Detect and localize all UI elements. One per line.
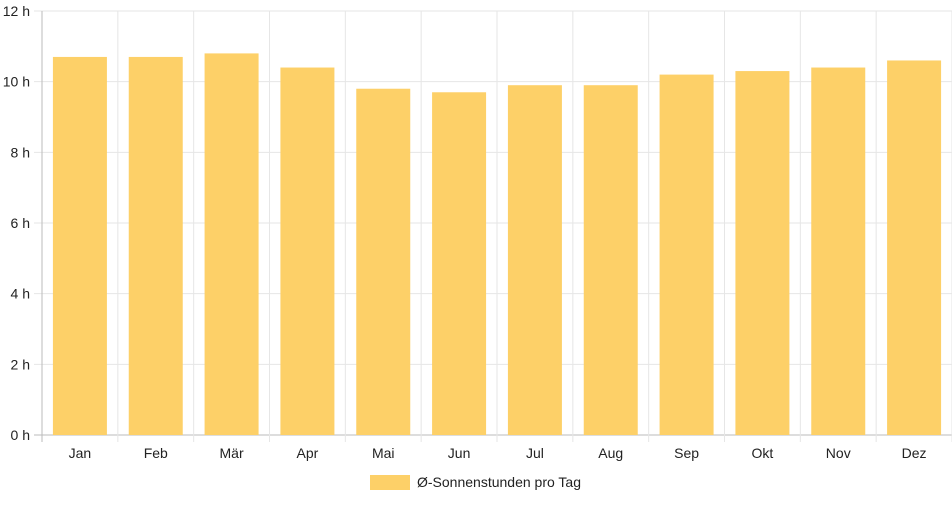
y-tick-label: 2 h — [11, 356, 30, 372]
y-tick-label: 12 h — [3, 3, 30, 19]
x-tick-label: Feb — [144, 445, 168, 461]
legend-label[interactable]: Ø-Sonnenstunden pro Tag — [417, 474, 581, 490]
bar-jun[interactable] — [432, 92, 487, 436]
bar-aug[interactable] — [583, 85, 638, 435]
x-tick-label: Mär — [220, 445, 244, 461]
bar-mai[interactable] — [356, 88, 411, 435]
axes: 0 h 2 h 4 h 6 h 8 h 10 h 12 h Jan Feb Mär Apr Mai Ju… — [3, 3, 927, 461]
legend-swatch[interactable] — [370, 475, 410, 490]
x-tick-label: Mai — [372, 445, 395, 461]
x-tick-label: Okt — [752, 445, 774, 461]
x-tick-label: Jul — [526, 445, 544, 461]
legend[interactable]: Ø-Sonnenstunden pro Tag — [370, 474, 581, 490]
bar-sep[interactable] — [659, 74, 714, 435]
x-tick-label: Jun — [448, 445, 471, 461]
bar-okt[interactable] — [735, 71, 790, 436]
bar-feb[interactable] — [128, 56, 183, 435]
bar-mär[interactable] — [204, 53, 259, 436]
bar-jan[interactable] — [52, 56, 107, 435]
bar-nov[interactable] — [811, 67, 866, 436]
y-tick-label: 0 h — [11, 427, 30, 443]
bar-apr[interactable] — [280, 67, 335, 436]
x-tick-label: Aug — [598, 445, 623, 461]
bar-dez[interactable] — [887, 60, 942, 435]
y-tick-label: 6 h — [11, 215, 30, 231]
x-tick-label: Dez — [902, 445, 927, 461]
bar-jul[interactable] — [507, 85, 562, 435]
x-tick-label: Sep — [674, 445, 699, 461]
x-tick-label: Apr — [297, 445, 319, 461]
bars — [52, 53, 942, 436]
y-tick-label: 10 h — [3, 74, 30, 90]
grid-lines — [34, 10, 952, 442]
y-tick-label: 4 h — [11, 286, 30, 302]
x-tick-label: Nov — [826, 445, 851, 461]
y-tick-label: 8 h — [11, 144, 30, 160]
x-tick-label: Jan — [69, 445, 92, 461]
